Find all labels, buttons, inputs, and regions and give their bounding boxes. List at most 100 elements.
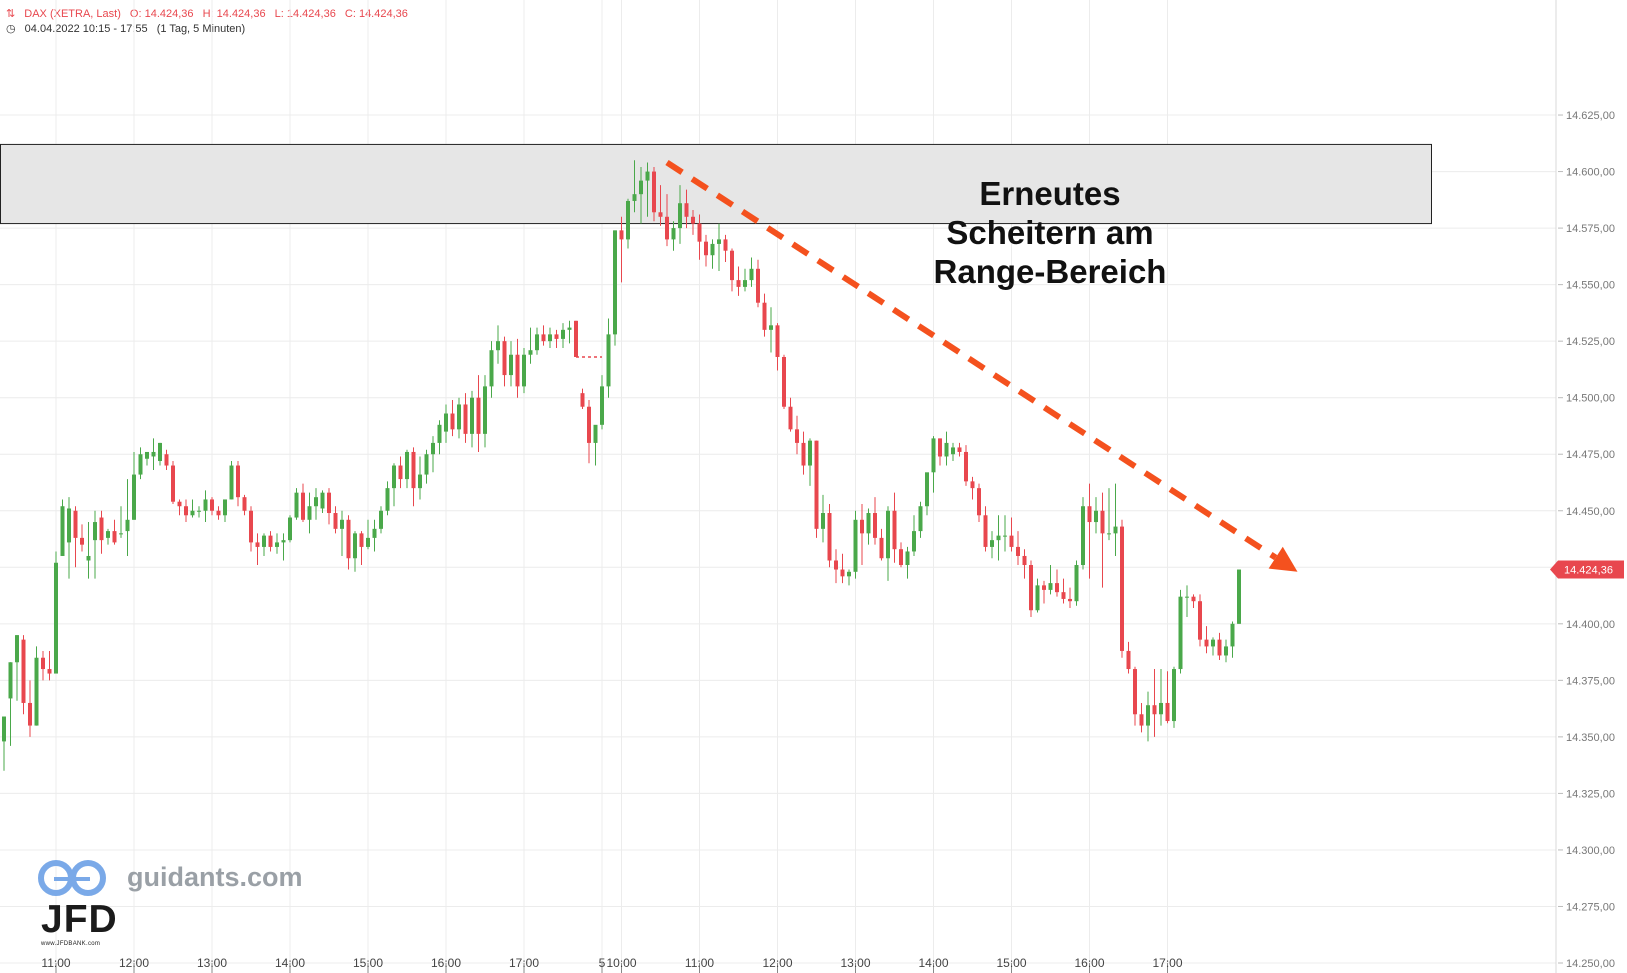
candle-up (288, 517, 292, 541)
candle-up (93, 522, 97, 541)
annotation-line-2: Scheitern am (946, 214, 1154, 251)
candle-down (1029, 565, 1033, 611)
candle-down (704, 241, 708, 256)
chart-annotation: Erneutes Scheitern am Range-Bereich (900, 174, 1200, 291)
x-tick-label: 5 (599, 956, 606, 970)
y-tick-label: 14.375,00 (1566, 675, 1615, 687)
candle-down (1152, 705, 1157, 715)
candle-up (1003, 535, 1007, 537)
candle-down (658, 212, 663, 217)
instrument-icon: ⇅ (6, 8, 16, 20)
candle-down (795, 429, 799, 443)
candle-down (1009, 535, 1014, 547)
candle-up (197, 510, 201, 512)
candle-down (1191, 596, 1196, 602)
last-price-tag (1550, 560, 1624, 579)
candle-down (1022, 555, 1027, 566)
candle-up (671, 228, 676, 240)
candle-down (983, 515, 988, 547)
y-tick-label: 14.250,00 (1566, 958, 1615, 970)
candle-up (821, 513, 825, 529)
candle-up (645, 171, 650, 181)
candle-down (684, 203, 689, 217)
candle-up (2, 716, 6, 742)
candle-up (392, 465, 396, 489)
candle-up (1107, 533, 1111, 535)
candle-up (1081, 506, 1085, 566)
candle-down (249, 510, 253, 543)
candle-down (938, 438, 942, 457)
candle-down (736, 280, 741, 287)
candle-up (60, 506, 65, 556)
candle-up (866, 513, 871, 534)
candle-up (951, 447, 955, 455)
x-tick-label: 17:00 (509, 956, 539, 970)
annotation-line-3: Range-Bereich (933, 253, 1167, 290)
candle-up (1159, 702, 1163, 715)
candle-up (1048, 583, 1053, 590)
candle-up (749, 268, 754, 281)
y-tick-label: 14.600,00 (1566, 167, 1615, 179)
candle-down (840, 569, 845, 577)
candle-down (1217, 639, 1222, 656)
candle-up (710, 243, 715, 256)
candle-down (782, 356, 786, 407)
candle-up (678, 203, 682, 229)
candle-down (450, 413, 455, 430)
trendline (665, 160, 1278, 561)
candle-down (723, 239, 728, 251)
candle-down (359, 533, 364, 547)
candle-down (333, 513, 338, 529)
candle-down (860, 519, 864, 534)
candle-up (470, 397, 474, 434)
y-tick-label: 14.575,00 (1566, 223, 1615, 235)
candle-up (1224, 646, 1228, 656)
jfd-logo-subtitle: www.JFDBANK.com (41, 941, 101, 947)
candle-up (996, 535, 1001, 541)
y-tick-label: 14.350,00 (1566, 732, 1615, 744)
x-tick-label: 11:00 (41, 956, 70, 970)
candle-up (34, 657, 39, 726)
candle-down (1133, 669, 1137, 715)
candle-up (626, 200, 630, 240)
candle-up (509, 354, 513, 376)
candle-down (80, 537, 84, 545)
candle-up (1094, 510, 1098, 523)
candle-down (892, 510, 897, 550)
candle-up (307, 506, 312, 520)
candle-down (756, 268, 760, 303)
candle-up (931, 438, 936, 473)
candle-up (314, 497, 318, 507)
candle-up (847, 571, 851, 577)
candle-up (1074, 565, 1079, 602)
candle-down (580, 393, 585, 407)
candle-down (1165, 702, 1170, 722)
candle-down (775, 325, 780, 357)
candle-up (1113, 526, 1118, 534)
annotation-line-1: Erneutes (979, 175, 1121, 212)
candle-down (1042, 585, 1046, 590)
candle-down (216, 510, 221, 516)
guidants-logo-icon (38, 860, 106, 896)
candle-down (873, 513, 877, 538)
chart-header-ohlc: ⇅ DAX (XETRA, Last) O: 14.424,36 H: 14.4… (6, 7, 414, 20)
y-tick-label: 14.475,00 (1566, 449, 1615, 461)
candle-down (515, 354, 520, 387)
candle-down (730, 250, 734, 281)
candle-up (444, 413, 448, 432)
candle-down (327, 492, 331, 514)
candle-down (1204, 639, 1209, 647)
candle-down (788, 406, 793, 430)
candle-down (301, 492, 305, 520)
candle-up (613, 230, 617, 335)
clock-icon: ◷ (6, 23, 16, 35)
y-tick-label: 14.500,00 (1566, 393, 1615, 405)
candle-down (1087, 506, 1092, 523)
candle-up (320, 492, 325, 509)
candle-up (223, 499, 227, 516)
x-tick-label: 15:00 (996, 956, 1026, 970)
candle-down (463, 404, 468, 434)
candle-up (158, 442, 162, 462)
candle-up (1172, 669, 1176, 722)
